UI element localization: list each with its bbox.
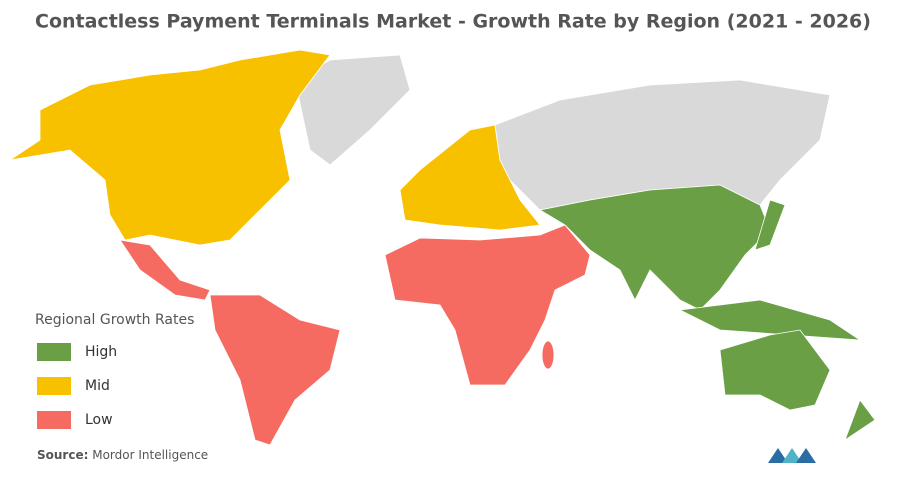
africa-middle-east [384,224,591,386]
australia [719,329,831,411]
legend-label: High [85,344,117,360]
legend-swatch [37,377,71,395]
logo-part [768,448,788,463]
logo-part [796,448,816,463]
japan [754,199,786,251]
legend-title: Regional Growth Rates [35,312,194,328]
legend: Regional Growth Rates High Mid Low [35,312,194,429]
source: Source: Mordor Intelligence [37,448,208,462]
central-america [119,239,211,301]
map [9,49,876,446]
logo [768,448,816,463]
legend-swatch [37,411,71,429]
legend-label: Low [85,412,113,428]
asia [538,184,771,311]
new-zealand [844,399,876,442]
greenland [294,54,411,166]
legend-swatch [37,343,71,361]
north-america [9,49,331,246]
source-prefix: Source: [37,448,88,462]
legend-label: Mid [85,378,110,394]
madagascar [541,340,555,370]
south-america [209,294,341,446]
title: Contactless Payment Terminals Market - G… [35,11,871,33]
logo-part [782,448,802,463]
source-text: Mordor Intelligence [92,448,208,462]
indonesia [678,299,862,341]
